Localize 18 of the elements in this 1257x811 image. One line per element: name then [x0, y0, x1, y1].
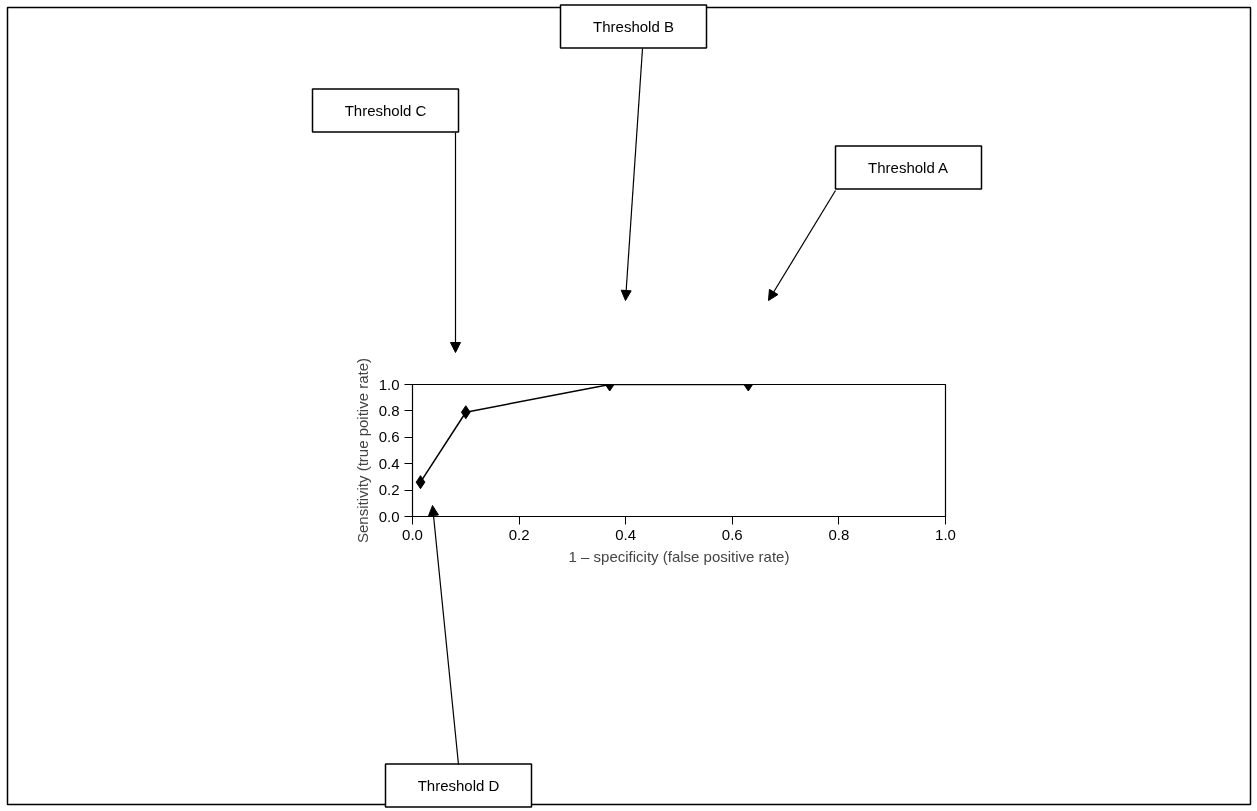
- text: Threshold B: [593, 18, 674, 35]
- x-tick-label: 1.0: [935, 525, 956, 543]
- text: Threshold D: [417, 777, 500, 794]
- x-axis-title: 1 – specificity (false positive rate): [568, 547, 790, 565]
- y-tick-label: 0.2: [378, 481, 400, 499]
- y-axis-title: Sensitivity (true poitive rate): [353, 357, 371, 544]
- x-tick-label: 0.2: [508, 525, 530, 543]
- x-tick-label: 0.0: [402, 525, 423, 543]
- x-tick-label: 0.8: [828, 525, 850, 543]
- y-tick-label: 0.6: [378, 428, 400, 446]
- y-tick-label: 0.4: [378, 454, 400, 472]
- y-tick-label: 0.8: [378, 401, 400, 419]
- y-tick-label: 1.0: [378, 375, 400, 393]
- text: Threshold C: [344, 102, 427, 119]
- y-tick-label: 0.0: [378, 507, 400, 525]
- x-tick-label: 0.4: [615, 525, 637, 543]
- x-tick-label: 0.6: [721, 525, 743, 543]
- text: Threshold A: [868, 159, 949, 176]
